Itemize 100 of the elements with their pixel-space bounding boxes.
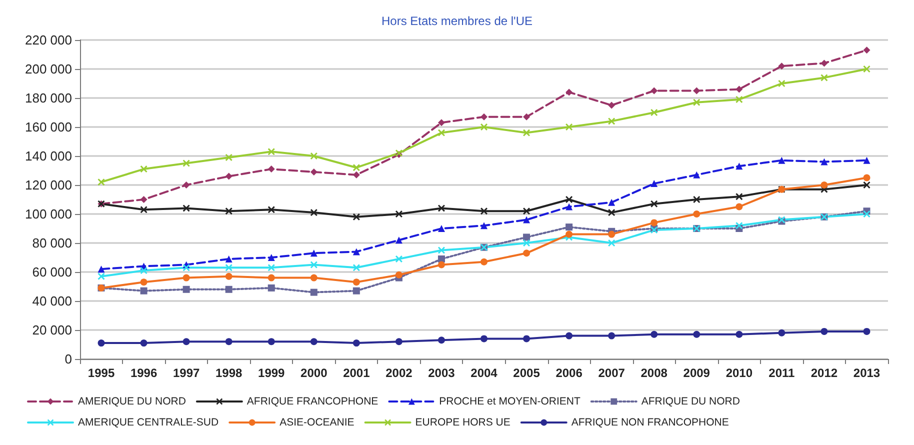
legend-label: PROCHE et MOYEN-ORIENT xyxy=(439,396,581,408)
point xyxy=(395,210,402,218)
point xyxy=(480,258,488,266)
point xyxy=(566,124,573,130)
point xyxy=(182,160,190,167)
point xyxy=(182,274,190,282)
legend-label: AFRIQUE FRANCOPHONE xyxy=(246,396,378,408)
point xyxy=(98,266,105,273)
x-tick-label: 2012 xyxy=(810,366,838,380)
point xyxy=(352,287,360,294)
point xyxy=(693,210,700,218)
point xyxy=(650,219,658,226)
y-tick-label: 40 000 xyxy=(32,294,72,308)
point xyxy=(566,230,573,238)
point xyxy=(608,118,616,125)
point xyxy=(480,335,488,342)
y-tick-label: 60 000 xyxy=(32,264,72,280)
point xyxy=(182,204,190,212)
point xyxy=(863,182,870,188)
point xyxy=(140,267,148,274)
point xyxy=(225,208,232,215)
point xyxy=(820,60,828,67)
point xyxy=(395,271,402,278)
x-tick-label: 1996 xyxy=(130,366,158,380)
point xyxy=(523,234,530,241)
point xyxy=(395,338,402,346)
y-tick-label: 220 000 xyxy=(25,32,72,48)
point xyxy=(352,248,360,256)
point xyxy=(438,255,445,262)
y-tick-label: 0 xyxy=(64,352,72,366)
point xyxy=(140,206,148,214)
point xyxy=(693,98,700,106)
point xyxy=(523,335,530,342)
point xyxy=(736,330,743,338)
point xyxy=(820,328,828,335)
point xyxy=(523,250,530,257)
point xyxy=(352,340,360,347)
point xyxy=(352,164,360,172)
point xyxy=(310,209,318,216)
x-tick-label: 2013 xyxy=(853,366,880,380)
point xyxy=(352,264,360,272)
x-tick-label: 2006 xyxy=(556,366,583,380)
point xyxy=(268,206,275,214)
point xyxy=(736,162,743,170)
point xyxy=(480,124,488,130)
y-tick-label: 100 000 xyxy=(25,206,72,222)
point xyxy=(438,246,445,254)
point xyxy=(182,264,190,272)
legend-label: AMERIQUE DU NORD xyxy=(78,396,186,408)
point xyxy=(523,129,530,136)
point xyxy=(268,274,275,282)
point xyxy=(778,329,786,336)
point xyxy=(268,254,275,261)
point xyxy=(693,171,700,178)
point xyxy=(310,274,318,282)
point xyxy=(820,74,828,82)
point xyxy=(268,166,275,173)
point xyxy=(268,284,275,292)
point xyxy=(650,87,658,94)
point xyxy=(225,338,232,346)
point xyxy=(98,178,105,186)
point xyxy=(225,272,232,280)
y-tick-label: 80 000 xyxy=(32,236,72,250)
point xyxy=(140,278,148,286)
point xyxy=(438,225,445,232)
point xyxy=(778,80,786,87)
x-tick-label: 1999 xyxy=(258,366,286,380)
x-tick-label: 2005 xyxy=(513,366,540,380)
point xyxy=(352,278,360,286)
point xyxy=(608,230,616,238)
point xyxy=(693,196,700,203)
point xyxy=(310,168,318,176)
point xyxy=(140,287,148,294)
point xyxy=(523,240,530,246)
x-tick-label: 2004 xyxy=(470,366,498,380)
point xyxy=(438,119,445,126)
point xyxy=(523,216,530,224)
y-tick-label: 120 000 xyxy=(25,178,72,192)
point xyxy=(310,152,318,160)
point xyxy=(650,200,658,208)
x-tick-label: 2009 xyxy=(683,366,710,380)
point xyxy=(736,96,743,103)
point xyxy=(225,286,232,293)
point xyxy=(310,288,318,296)
point xyxy=(352,213,360,220)
point xyxy=(566,203,573,210)
point xyxy=(140,196,148,203)
point xyxy=(863,46,870,54)
x-tick-label: 2000 xyxy=(300,366,328,380)
point xyxy=(693,87,700,94)
point xyxy=(352,171,360,178)
point xyxy=(140,340,148,347)
point xyxy=(268,148,275,156)
legend-label: AFRIQUE DU NORD xyxy=(641,396,740,408)
x-tick-label: 1995 xyxy=(88,366,115,380)
point xyxy=(736,222,743,230)
point xyxy=(98,272,105,280)
point xyxy=(863,174,870,182)
point xyxy=(608,102,616,109)
y-tick-label: 160 000 xyxy=(25,120,72,134)
